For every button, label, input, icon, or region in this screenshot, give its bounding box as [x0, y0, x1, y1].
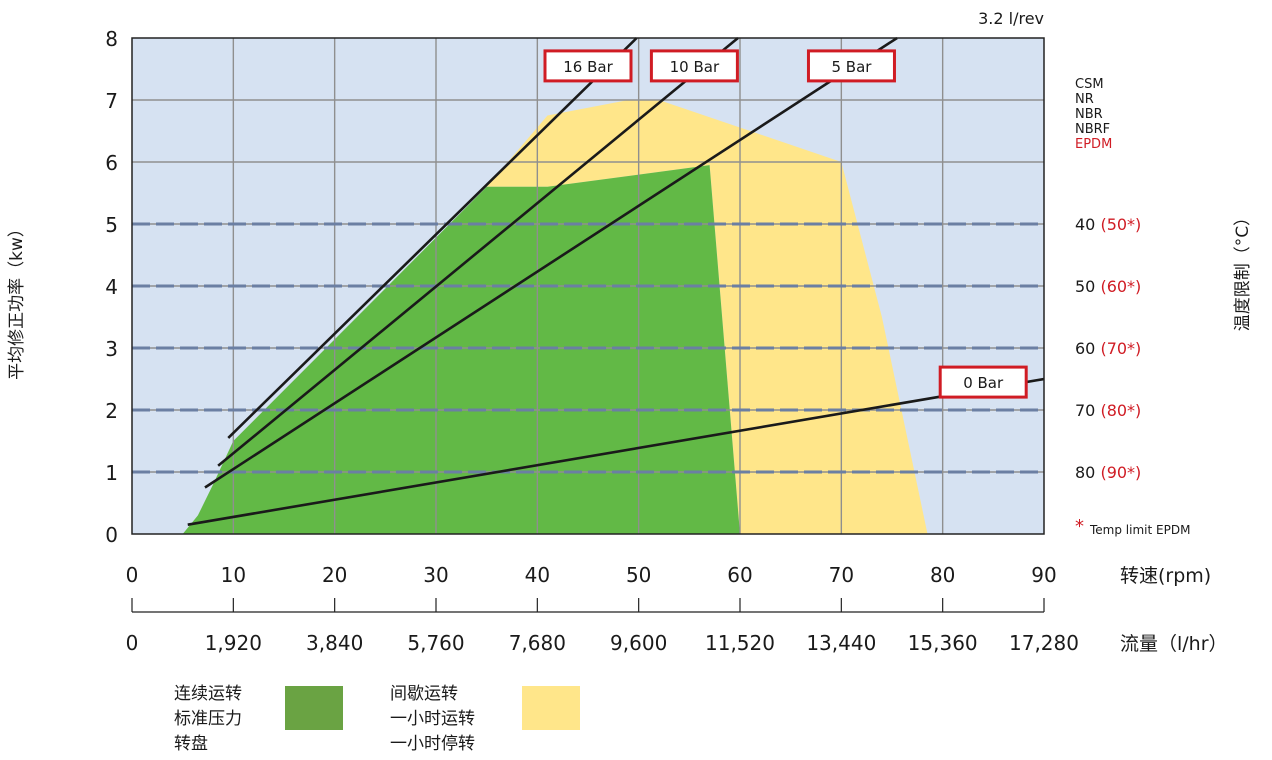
pressure-line [187, 377, 1044, 526]
legend-continuous-line-1: 连续运转 [174, 684, 242, 704]
pressure-label: 5 Bar [831, 58, 872, 76]
pressure-label-box [938, 365, 1028, 399]
legend-continuous-swatch [285, 686, 343, 730]
y-tick-label: 6 [105, 151, 118, 175]
y-axis-label: 平均修正功率（kw） [7, 220, 27, 380]
flow-tick-label: 3,840 [306, 631, 363, 655]
legend-intermittent-text: 间歇运转 一小时运转 一小时停转 [390, 682, 475, 757]
pressure-label-box [649, 49, 739, 83]
top-label: 3.2 l/rev [978, 9, 1044, 28]
x-tick-label: 40 [525, 563, 550, 587]
x-tick-label: 80 [930, 563, 955, 587]
y-tick-label: 0 [105, 523, 118, 547]
legend-intermittent-line-2: 一小时运转 [390, 709, 475, 729]
material-highlight-label: EPDM [1075, 137, 1112, 152]
x-tick-label: 20 [322, 563, 347, 587]
chart-labels: 16 Bar 10 Bar 5 Bar 0 Bar 3.2 l/rev 0 1 2 3 4 5 6 7 8… [7, 9, 1253, 655]
pressure-label-box [806, 49, 896, 83]
flow-tick-label: 13,440 [806, 631, 876, 655]
x-tick-label: 50 [626, 563, 651, 587]
x-tick-label: 90 [1031, 563, 1056, 587]
footnote-star: * [1075, 516, 1084, 537]
flow-tick-label: 11,520 [705, 631, 775, 655]
pressure-line [227, 37, 638, 439]
flow-axis-label: 流量（l/hr） [1120, 633, 1228, 655]
temperature-label: 70 (80*) [1075, 401, 1141, 420]
operating-regions [182, 100, 928, 534]
y-tick-label: 3 [105, 337, 118, 361]
temperature-label: 40 (50*) [1075, 215, 1141, 234]
material-label: CSM [1075, 77, 1104, 92]
pressure-label: 0 Bar [963, 374, 1004, 392]
legend-intermittent-swatch [522, 686, 580, 730]
plot-frame [131, 37, 1045, 535]
pressure-label-box [543, 49, 633, 83]
y-tick-label: 2 [105, 399, 118, 423]
material-label: NR [1075, 92, 1094, 107]
material-label: NBR [1075, 107, 1103, 122]
flow-tick-label: 9,600 [610, 631, 667, 655]
legend-continuous-line-2: 标准压力 [174, 709, 242, 729]
y-tick-label: 8 [105, 27, 118, 51]
x-tick-label: 10 [221, 563, 246, 587]
pressure-label: 10 Bar [670, 58, 720, 76]
pressure-label: 16 Bar [563, 58, 613, 76]
flow-tick-label: 7,680 [509, 631, 566, 655]
x-tick-label: 70 [829, 563, 854, 587]
material-label: NBRF [1075, 122, 1110, 137]
legend-intermittent-line-3: 一小时停转 [390, 734, 475, 754]
footnote-text: Temp limit EPDM [1089, 523, 1190, 537]
continuous-region [182, 165, 740, 534]
x-tick-label: 60 [727, 563, 752, 587]
legend-continuous-text: 连续运转 标准压力 转盘 [174, 682, 242, 757]
flow-tick-label: 0 [126, 631, 139, 655]
pressure-line [204, 37, 898, 489]
temperature-label: 60 (70*) [1075, 339, 1141, 358]
flow-tick-label: 1,920 [205, 631, 262, 655]
temperature-label: 80 (90*) [1075, 463, 1141, 482]
y-tick-label: 7 [105, 89, 118, 113]
y-tick-label: 1 [105, 461, 118, 485]
y-tick-label: 5 [105, 213, 118, 237]
flow-tick-label: 17,280 [1009, 631, 1079, 655]
flow-tick-label: 15,360 [908, 631, 978, 655]
x-tick-label: 30 [423, 563, 448, 587]
pressure-lines [187, 37, 1044, 526]
temperature-label: 50 (60*) [1075, 277, 1141, 296]
x-tick-label: 0 [126, 563, 139, 587]
legend-continuous-line-3: 转盘 [174, 734, 208, 754]
flow-tick-label: 5,760 [407, 631, 464, 655]
pressure-line [217, 37, 739, 467]
intermittent-region [486, 100, 928, 534]
x-axis-label: 转速(rpm) [1120, 565, 1211, 587]
y-tick-label: 4 [105, 275, 118, 299]
y2-axis-label: 温度限制（°C） [1233, 209, 1253, 331]
legend-intermittent-line-1: 间歇运转 [390, 684, 458, 704]
